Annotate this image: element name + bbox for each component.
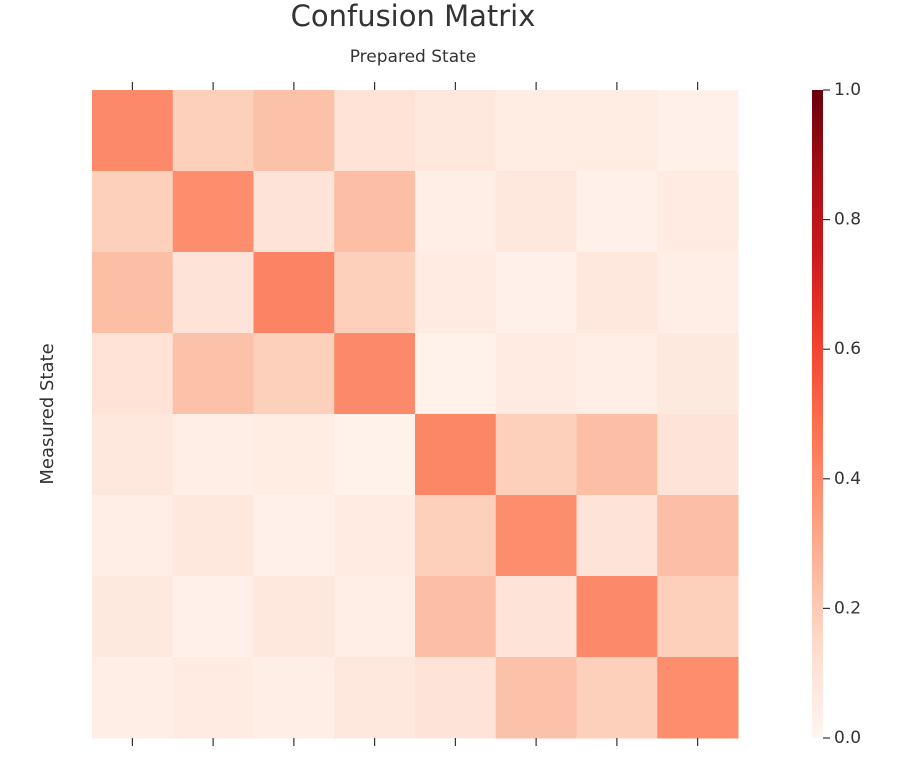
heatmap-cell: [576, 576, 658, 658]
heatmap-cell: [253, 90, 335, 172]
heatmap-cell: [92, 576, 174, 658]
heatmap-cell: [253, 252, 335, 334]
heatmap-cell: [495, 657, 577, 739]
heatmap-cell: [253, 657, 335, 739]
heatmap-cell: [92, 90, 174, 172]
heatmap-cell: [415, 495, 497, 577]
colorbar-tick-label: 0.2: [834, 598, 861, 618]
heatmap-cell: [576, 657, 658, 739]
chart-title: Confusion Matrix: [291, 0, 536, 33]
heatmap-cell: [657, 171, 739, 253]
heatmap-cell: [92, 495, 174, 577]
heatmap-cell: [576, 495, 658, 577]
heatmap-cell: [576, 90, 658, 172]
heatmap-cell: [172, 333, 254, 415]
heatmap-cell: [334, 90, 416, 172]
colorbar-tick-label: 0.0: [834, 728, 861, 748]
heatmap-cell: [92, 657, 174, 739]
heatmap-cell: [657, 576, 739, 658]
heatmap-cell: [172, 657, 254, 739]
heatmap-cell: [172, 90, 254, 172]
heatmap-cell: [172, 252, 254, 334]
heatmap-cell: [172, 171, 254, 253]
heatmap-cell: [657, 90, 739, 172]
heatmap-cell: [415, 171, 497, 253]
heatmap-cell: [415, 414, 497, 496]
x-axis-label: Prepared State: [350, 47, 477, 67]
heatmap-cell: [415, 333, 497, 415]
colorbar-tick-label: 0.4: [834, 469, 861, 489]
heatmap-cell: [495, 252, 577, 334]
heatmap-cell: [657, 657, 739, 739]
heatmap-cell: [495, 495, 577, 577]
heatmap-cell: [253, 495, 335, 577]
heatmap-cell: [253, 171, 335, 253]
heatmap-cell: [334, 252, 416, 334]
heatmap-cell: [657, 252, 739, 334]
heatmap-cell: [172, 414, 254, 496]
heatmap-cell: [172, 576, 254, 658]
heatmap-cell: [253, 414, 335, 496]
colorbar-tick-label: 0.6: [834, 339, 861, 359]
heatmap-cell: [334, 414, 416, 496]
heatmap-cell: [334, 576, 416, 658]
heatmap-cell: [495, 576, 577, 658]
heatmap-cell: [92, 171, 174, 253]
heatmap-cell: [495, 171, 577, 253]
heatmap-cell: [576, 333, 658, 415]
heatmap-cell: [657, 414, 739, 496]
y-axis-label: Measured State: [37, 343, 58, 484]
heatmap-cell: [334, 495, 416, 577]
heatmap-cell: [253, 333, 335, 415]
heatmap-cell: [415, 657, 497, 739]
heatmap-cell: [172, 495, 254, 577]
heatmap-cell: [415, 252, 497, 334]
heatmap-cell: [657, 495, 739, 577]
colorbar-tick-label: 1.0: [834, 80, 861, 100]
colorbar: [812, 90, 823, 738]
heatmap-cell: [576, 414, 658, 496]
heatmap-cell: [495, 90, 577, 172]
heatmap-cell: [657, 333, 739, 415]
heatmap-cell: [415, 576, 497, 658]
heatmap-cell: [92, 252, 174, 334]
heatmap-cell: [92, 333, 174, 415]
heatmap-cell: [334, 333, 416, 415]
heatmap-cell: [576, 252, 658, 334]
heatmap-cell: [253, 576, 335, 658]
heatmap-cell: [495, 414, 577, 496]
heatmap-cell: [495, 333, 577, 415]
heatmap-cell: [334, 171, 416, 253]
heatmap-cell: [415, 90, 497, 172]
heatmap-cell: [334, 657, 416, 739]
heatmap-cell: [576, 171, 658, 253]
heatmap-cell: [92, 414, 174, 496]
colorbar-tick-label: 0.8: [834, 210, 861, 230]
